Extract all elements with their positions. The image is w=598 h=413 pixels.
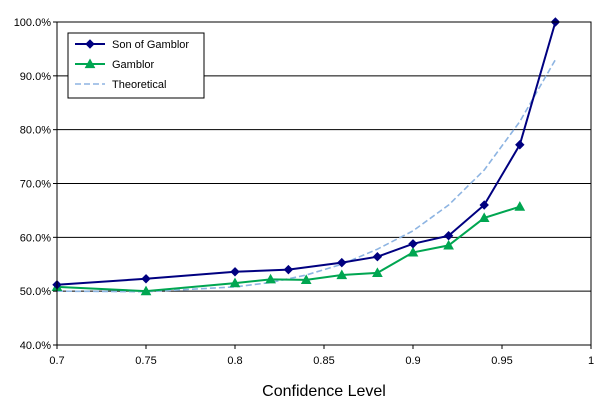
series-line-theoretical — [56, 59, 557, 293]
y-tick-label: 40.0% — [20, 340, 51, 352]
data-point-son-of-gamblor — [372, 252, 383, 262]
y-tick-label: 50.0% — [20, 286, 51, 298]
data-point-gamblor — [407, 246, 419, 257]
data-point-son-of-gamblor — [443, 231, 454, 241]
legend-marker — [85, 39, 95, 49]
data-point-son-of-gamblor — [141, 274, 151, 284]
legend-item-gamblor: Gamblor — [75, 58, 155, 71]
data-point-gamblor — [478, 212, 490, 223]
legend-label: Gamblor — [112, 59, 155, 71]
data-point-son-of-gamblor — [479, 200, 489, 210]
y-axis-tick-labels: 40.0% 50.0% 60.0% 70.0% 80.0% 90.0% 100.0% — [14, 17, 57, 352]
data-point-gamblor — [514, 201, 526, 211]
x-tick-label: 1 — [588, 355, 594, 367]
legend-label: Son of Gamblor — [112, 39, 189, 51]
x-axis-title: Confidence Level — [262, 383, 386, 400]
data-point-gamblor — [300, 274, 312, 284]
x-tick-label: 0.7 — [49, 355, 64, 367]
legend: Son of Gamblor Gamblor Theoretical — [67, 32, 205, 99]
y-tick-label: 60.0% — [20, 232, 51, 244]
series-son-of-gamblor — [52, 17, 561, 290]
x-tick-label: 0.8 — [227, 355, 242, 367]
series-theoretical — [56, 59, 557, 293]
y-tick-label: 90.0% — [20, 71, 51, 83]
legend-item-theoretical: Theoretical — [75, 79, 166, 91]
series-layer — [51, 17, 561, 296]
data-point-gamblor — [265, 273, 276, 284]
legend-label: Theoretical — [112, 79, 166, 91]
data-point-gamblor — [443, 239, 454, 250]
y-tick-label: 70.0% — [20, 179, 51, 191]
legend-item-son-of-gamblor: Son of Gamblor — [75, 39, 189, 51]
x-tick-label: 0.75 — [135, 355, 156, 367]
data-point-son-of-gamblor — [337, 257, 347, 268]
data-point-gamblor — [336, 269, 348, 280]
data-point-son-of-gamblor — [230, 267, 240, 277]
x-tick-label: 0.9 — [405, 355, 420, 367]
data-point-son-of-gamblor — [408, 239, 418, 249]
y-tick-label: 80.0% — [20, 125, 51, 137]
data-point-son-of-gamblor — [515, 140, 525, 150]
x-tick-label: 0.85 — [313, 355, 334, 367]
x-axis-tick-labels: 0.7 0.75 0.8 0.85 0.9 0.95 1 — [49, 345, 594, 367]
data-point-gamblor — [372, 267, 383, 277]
x-tick-label: 0.95 — [491, 355, 512, 367]
legend-marker — [84, 58, 96, 69]
y-tick-label: 100.0% — [14, 17, 52, 29]
data-point-gamblor — [140, 285, 152, 296]
data-point-son-of-gamblor — [283, 264, 294, 275]
data-point-gamblor — [229, 277, 241, 288]
